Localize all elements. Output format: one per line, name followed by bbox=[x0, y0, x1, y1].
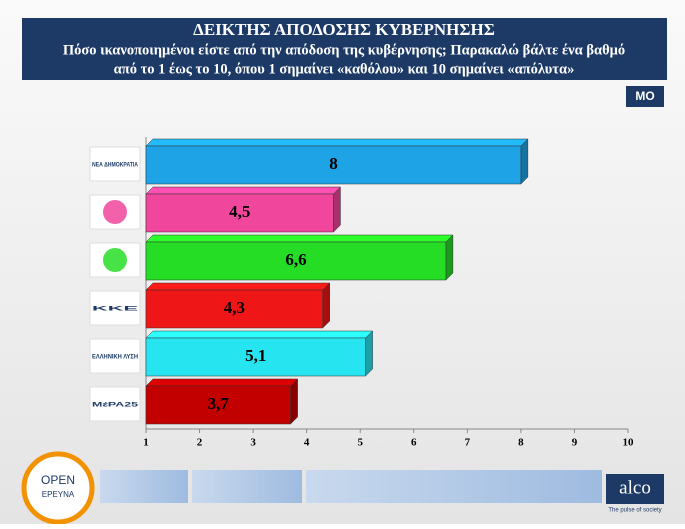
party-logo-mark bbox=[103, 200, 127, 224]
bar-top bbox=[145, 330, 374, 339]
value-label: 3,7 bbox=[208, 394, 230, 413]
alco-tagline: The pulse of society bbox=[608, 508, 661, 514]
x-tick-label: 9 bbox=[572, 437, 578, 449]
open-logo-text: OPEN bbox=[41, 473, 75, 487]
bar-top bbox=[145, 282, 331, 291]
badge-box bbox=[626, 86, 664, 107]
category-label: ΝΕΑ ΔΗΜΟΚΡΑΤΙΑ bbox=[92, 162, 138, 169]
footer-strip bbox=[306, 470, 602, 503]
x-tick-label: 10 bbox=[623, 437, 635, 449]
open-logo bbox=[21, 451, 95, 525]
bar bbox=[145, 241, 447, 281]
bar bbox=[145, 193, 334, 233]
value-label: 8 bbox=[329, 154, 338, 173]
subtitle: από το 1 έως το 10, όπου 1 σημαίνει «καθ… bbox=[114, 61, 575, 77]
value-label: 4,5 bbox=[229, 202, 250, 221]
bar-side bbox=[520, 138, 529, 185]
subtitle: Πόσο ικανοποιημένοι είστε από την απόδοσ… bbox=[63, 42, 625, 58]
footer-strip bbox=[100, 470, 188, 503]
plot: 1 2 3 4 5 6 7 8 9 10 8 ΝΕΑ ΔΗΜΟΚΡΑΤΙΑ 4,5 6,6 4,3 ΚΚΕ 5,… bbox=[89, 137, 635, 449]
footer-strip bbox=[192, 470, 302, 503]
category-label: ΜέΡΑ25 bbox=[92, 402, 139, 409]
title: ΔΕΙΚΤΗΣ ΑΠΟΔΟΣΗΣ ΚΥΒΕΡΝΗΣΗΣ bbox=[193, 20, 495, 39]
category-label: ΕΛΛΗΝΙΚΗ ΛΥΣΗ bbox=[92, 354, 138, 361]
party-logo-mark bbox=[103, 248, 127, 272]
bar-top bbox=[145, 138, 529, 147]
x-tick-label: 4 bbox=[304, 437, 310, 449]
open-logo-text: ΕΡΕΥΝΑ bbox=[42, 490, 75, 499]
x-tick-label: 8 bbox=[518, 437, 524, 449]
bar-side bbox=[322, 282, 330, 329]
header-box bbox=[22, 18, 667, 80]
x-tick-label: 3 bbox=[250, 437, 256, 449]
bar-side bbox=[333, 186, 341, 233]
category-label: ΚΚΕ bbox=[92, 306, 140, 313]
badge: ΜΟ bbox=[635, 89, 654, 103]
party-logo bbox=[89, 386, 141, 422]
value-label: 4,3 bbox=[224, 298, 245, 317]
alco-box bbox=[606, 474, 664, 504]
party-logo bbox=[89, 338, 141, 374]
x-tick-label: 7 bbox=[465, 437, 471, 449]
x-tick-label: 6 bbox=[411, 437, 417, 449]
bar-top bbox=[145, 186, 342, 195]
bar bbox=[145, 289, 323, 329]
value-label: 5,1 bbox=[245, 346, 266, 365]
bar-top bbox=[145, 234, 454, 243]
bar-side bbox=[365, 330, 373, 377]
x-tick-label: 2 bbox=[197, 437, 203, 449]
bar bbox=[145, 337, 366, 377]
x-tick-label: 1 bbox=[143, 437, 149, 449]
bar-side bbox=[290, 378, 298, 425]
bar-top bbox=[145, 378, 299, 387]
value-label: 6,6 bbox=[285, 250, 306, 269]
party-logo bbox=[89, 146, 141, 182]
bar bbox=[145, 145, 522, 185]
bar bbox=[145, 385, 291, 425]
party-logo bbox=[89, 290, 141, 326]
alco-logo: alco bbox=[619, 477, 651, 498]
x-tick-label: 5 bbox=[357, 437, 363, 449]
bar-side bbox=[445, 234, 454, 281]
